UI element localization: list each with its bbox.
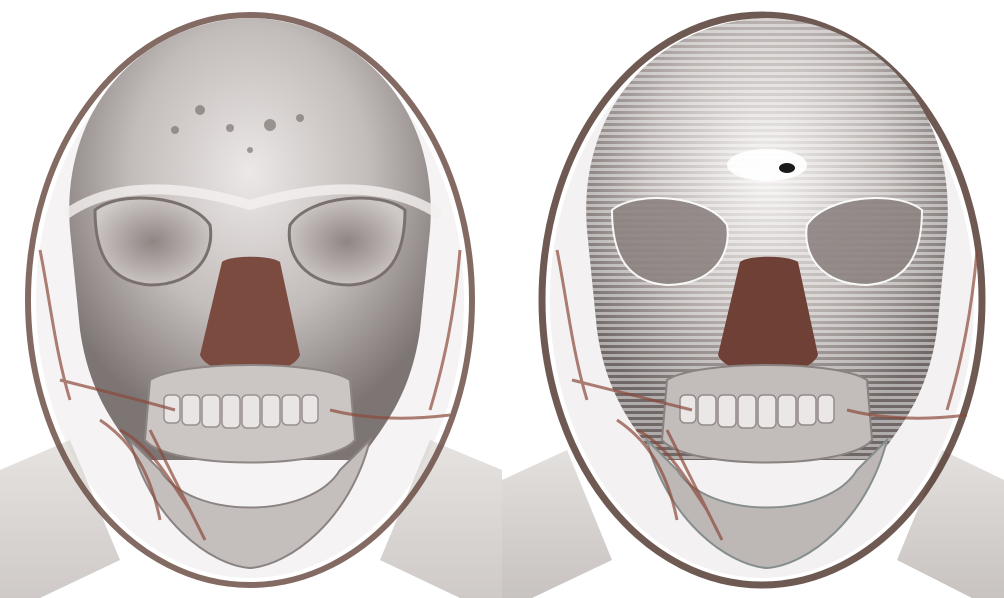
left-skull-render (0, 0, 502, 598)
left-render-panel (0, 0, 502, 598)
right-shoulders (502, 450, 612, 598)
right-skull-render (502, 0, 1004, 598)
right-render-panel (502, 0, 1004, 598)
